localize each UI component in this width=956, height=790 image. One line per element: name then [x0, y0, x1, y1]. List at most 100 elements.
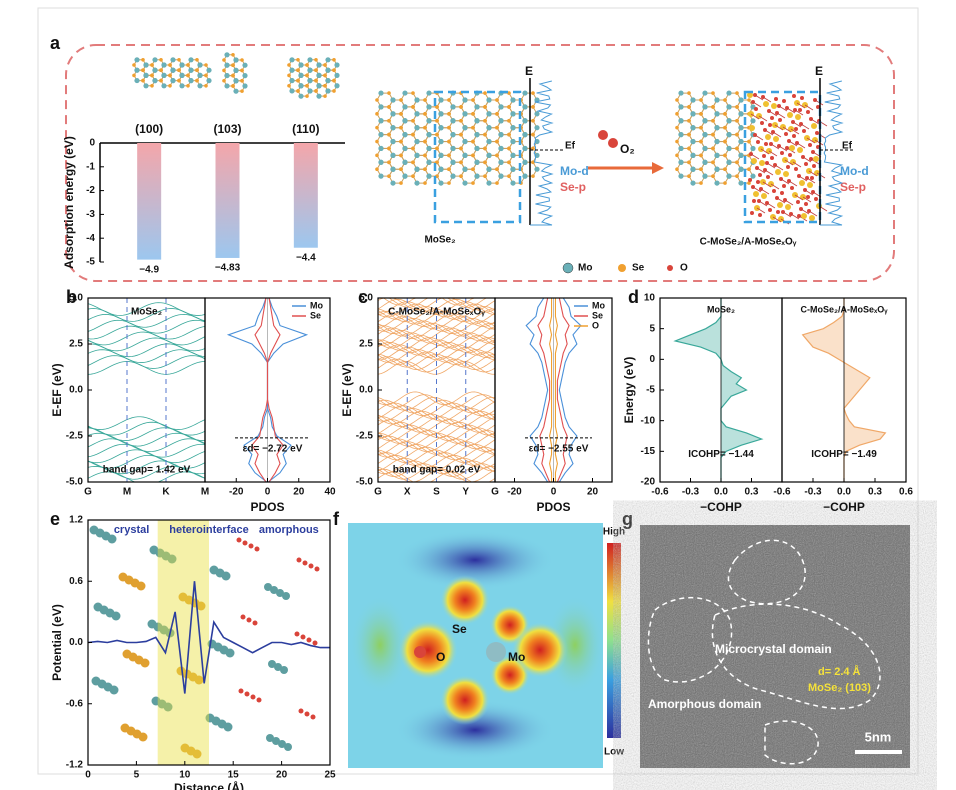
- atom: [378, 145, 384, 152]
- atom: [195, 68, 199, 72]
- atom: [726, 104, 732, 110]
- bond: [784, 199, 794, 206]
- atom: [495, 153, 499, 158]
- atom: [387, 91, 391, 95]
- atom: [495, 181, 499, 185]
- atom: [282, 592, 290, 600]
- atom: [738, 111, 744, 117]
- x-tick-label: -20: [229, 487, 244, 498]
- atom: [483, 174, 487, 178]
- atom: [300, 634, 306, 640]
- atom: [447, 153, 451, 158]
- atom: [402, 90, 408, 96]
- atom: [690, 111, 696, 117]
- atom: [195, 58, 199, 62]
- atom: [323, 63, 327, 67]
- atom: [231, 63, 235, 67]
- atom: [810, 176, 814, 180]
- y-tick-label: -3: [86, 209, 95, 220]
- region-label: amorphous: [259, 524, 319, 536]
- atom: [702, 159, 708, 165]
- atom: [507, 174, 511, 178]
- atom: [111, 611, 121, 621]
- atom: [471, 181, 475, 185]
- band-line: [87, 331, 206, 346]
- atom: [522, 173, 528, 179]
- atom: [462, 97, 468, 103]
- atom: [298, 93, 304, 99]
- map-blob: [350, 595, 410, 695]
- atom: [447, 181, 451, 185]
- atom: [278, 740, 286, 748]
- bond: [778, 105, 788, 112]
- bond: [804, 104, 814, 111]
- atom: [474, 131, 480, 138]
- atom: [138, 732, 148, 742]
- legend-label: Mo-d: [560, 164, 589, 178]
- atom: [423, 181, 427, 185]
- atom: [161, 62, 167, 68]
- atom: [747, 167, 751, 172]
- atom: [423, 112, 427, 116]
- atom: [770, 156, 774, 160]
- atom: [204, 83, 208, 88]
- atom: [375, 98, 379, 102]
- band-line: [87, 465, 206, 480]
- dos-line: [525, 297, 549, 483]
- atom: [438, 180, 444, 186]
- atom: [812, 164, 816, 168]
- y-tick-label: 0.0: [359, 385, 373, 396]
- band-line: [87, 421, 206, 436]
- bond: [782, 211, 792, 218]
- atom: [168, 63, 172, 67]
- atom: [459, 105, 463, 109]
- atom: [194, 675, 204, 685]
- atom: [223, 722, 233, 732]
- band-title: MoSe₂: [131, 307, 162, 318]
- atom: [714, 97, 720, 103]
- atom: [531, 91, 535, 95]
- bond: [754, 94, 764, 101]
- cohp-line: [801, 298, 887, 482]
- atom: [159, 78, 163, 83]
- band-line: [87, 337, 206, 352]
- bond: [800, 123, 810, 130]
- atom: [284, 743, 292, 751]
- bond: [770, 143, 780, 150]
- atom: [773, 136, 779, 142]
- atom: [314, 58, 318, 62]
- annotation: band gap= 0.02 eV: [393, 465, 481, 476]
- atom: [766, 175, 770, 179]
- atom: [690, 166, 696, 172]
- x-tick-label: 20: [293, 487, 305, 498]
- atom: [507, 132, 511, 137]
- band-line: [377, 391, 496, 406]
- atom: [726, 90, 732, 96]
- y-tick-label: 0: [89, 138, 95, 149]
- atom: [254, 546, 260, 552]
- x-tick-label: 0.3: [745, 487, 759, 498]
- atom: [726, 159, 732, 165]
- dos-line: [556, 297, 570, 483]
- atom: [459, 174, 463, 178]
- atom: [690, 125, 696, 131]
- bond: [758, 200, 768, 207]
- atom: [197, 83, 203, 89]
- legend-label: O: [592, 320, 599, 330]
- atom: [756, 180, 760, 184]
- band-line: [87, 438, 206, 453]
- atom: [678, 173, 684, 179]
- atom: [802, 129, 806, 133]
- atom: [325, 88, 331, 94]
- atom: [738, 97, 744, 103]
- atom: [765, 134, 771, 140]
- atom: [598, 130, 608, 140]
- atom: [435, 105, 439, 109]
- atom: [402, 159, 408, 165]
- atom: [294, 631, 300, 637]
- atom: [675, 112, 679, 116]
- bond: [762, 96, 772, 103]
- atom: [196, 601, 206, 611]
- panel-label: d: [628, 287, 639, 307]
- atom: [150, 63, 154, 67]
